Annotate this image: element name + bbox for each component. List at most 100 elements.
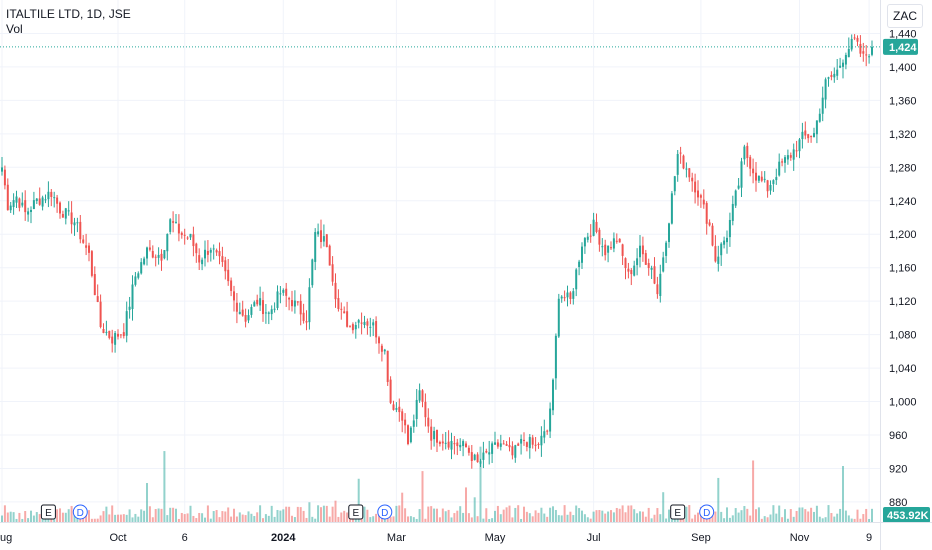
candle-body [351, 324, 354, 331]
time-axis[interactable]: ug Oct 6 2024 Mar May Jul Sep Nov 9 [0, 522, 932, 545]
candlesticks [1, 34, 873, 469]
candle-body [404, 419, 407, 426]
candle-body [41, 197, 44, 207]
volume-bar [572, 515, 575, 522]
candle-body [340, 308, 343, 310]
candle-body [433, 430, 436, 440]
candle-body [723, 240, 726, 245]
candle-body [612, 238, 615, 249]
candle-body [525, 442, 528, 447]
time-tick-label: Nov [790, 532, 810, 544]
volume-bar [415, 518, 418, 522]
last-price-badge [883, 38, 918, 55]
volume-bar [844, 510, 847, 522]
candle-body [143, 258, 146, 265]
candle-body [494, 442, 496, 445]
event-marker-label: E [352, 508, 359, 519]
candle-body [456, 442, 459, 447]
volume-bar [520, 518, 523, 522]
volume-bar [151, 517, 154, 522]
candle-body [230, 280, 233, 291]
volume-bar [615, 507, 618, 522]
candle-body [839, 65, 842, 68]
last-volume-label: 453.92K [887, 510, 929, 522]
volume-bar [105, 506, 108, 522]
volume-indicator-label[interactable]: Vol [6, 22, 23, 36]
volume-bar [317, 505, 320, 522]
candle-body [380, 345, 383, 352]
volume-bar [636, 513, 639, 522]
volume-bar [601, 510, 604, 522]
candle-body [215, 250, 218, 253]
candle-body [517, 443, 520, 446]
dividend-marker[interactable] [72, 504, 88, 520]
volume-bar [859, 518, 862, 522]
event-marker-label: D [381, 508, 388, 519]
candle-body [447, 441, 450, 448]
volume-bar [189, 505, 192, 522]
candle-body [627, 268, 630, 272]
candle-body [871, 46, 873, 55]
candle-body [720, 243, 723, 256]
candle-body [691, 177, 694, 182]
earnings-marker[interactable] [40, 504, 56, 520]
candle-body [206, 250, 209, 255]
volume-bar [824, 517, 827, 522]
dividend-marker[interactable] [377, 504, 393, 520]
candle-body [279, 293, 282, 295]
volume-bar [288, 506, 291, 522]
symbol-title[interactable]: ITALTILE LTD, 1D, JSE [6, 7, 131, 21]
candle-body [682, 155, 685, 169]
volume-bar [766, 517, 769, 522]
volume-bar [830, 513, 833, 522]
candle-body [778, 161, 781, 176]
candle-body [247, 315, 250, 321]
volume-bar [737, 512, 740, 522]
candle-body [549, 408, 552, 432]
candle-body [204, 249, 206, 259]
earnings-marker[interactable] [670, 504, 686, 520]
candle-body [244, 315, 247, 322]
volume-bar [15, 518, 18, 522]
candle-body [491, 443, 494, 454]
candle-body [760, 176, 763, 181]
candle-body [798, 139, 801, 152]
volume-bar [206, 505, 209, 522]
volume-bar [586, 517, 589, 522]
candle-body [305, 321, 308, 323]
candle-body [697, 190, 699, 198]
candle-body [209, 249, 212, 253]
dividend-marker[interactable] [699, 504, 715, 520]
candle-body [334, 282, 337, 300]
volume-bar [641, 511, 644, 522]
candle-body [714, 246, 717, 262]
currency-button[interactable]: ZAC [887, 4, 923, 28]
volume-bar [235, 516, 238, 522]
volume-bar [598, 510, 601, 522]
volume-bar [96, 518, 99, 522]
candle-body [282, 289, 285, 293]
candle-body [128, 306, 131, 310]
volume-bar [763, 516, 766, 522]
volume-bar [862, 514, 865, 522]
candle-body [157, 254, 160, 258]
candle-body [717, 256, 720, 264]
volume-bar [784, 509, 786, 522]
candle-body [560, 296, 563, 299]
candle-body [267, 312, 270, 314]
volume-bar [195, 518, 198, 522]
volume-bar [789, 509, 792, 522]
volume-bar [511, 517, 514, 522]
volume-bar [67, 509, 70, 522]
candle-body [346, 311, 349, 327]
volume-bar [183, 514, 186, 522]
earnings-marker[interactable] [348, 504, 364, 520]
volume-bar [375, 513, 378, 522]
candle-body [276, 291, 279, 308]
candle-body [575, 269, 578, 290]
price-axis[interactable]: 880 920 960 1,000 1,040 1,080 1,120 1,160 1,200 1… [880, 0, 931, 550]
candle-body [186, 237, 189, 239]
volume-bar [302, 510, 305, 522]
